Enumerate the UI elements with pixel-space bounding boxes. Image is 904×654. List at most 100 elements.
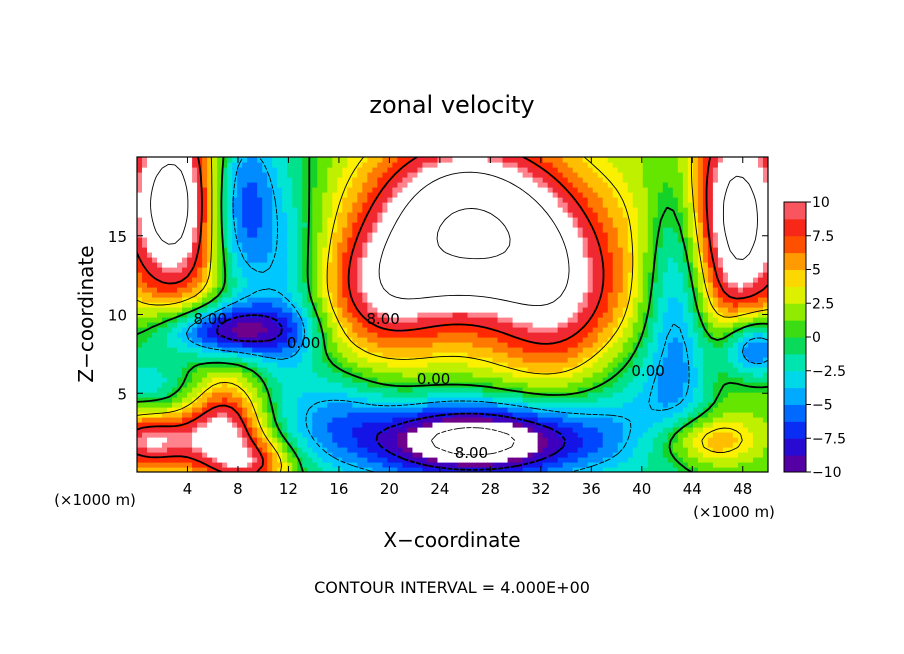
- field-cell: [407, 377, 414, 383]
- field-cell: [452, 437, 459, 443]
- field-cell: [407, 412, 414, 418]
- field-cell: [457, 227, 464, 233]
- field-cell: [382, 372, 388, 378]
- field-cell: [187, 302, 193, 308]
- field-cell: [527, 212, 534, 218]
- field-cell: [277, 167, 283, 173]
- field-cell: [302, 182, 308, 188]
- field-cell: [167, 292, 173, 298]
- field-cell: [447, 327, 454, 333]
- field-cell: [437, 452, 444, 458]
- field-cell: [167, 302, 173, 308]
- field-cell: [452, 347, 459, 353]
- field-cell: [247, 192, 253, 198]
- field-cell: [397, 157, 404, 163]
- field-cell: [442, 417, 449, 423]
- field-cell: [312, 222, 318, 228]
- field-cell: [457, 217, 464, 223]
- field-cell: [447, 307, 454, 313]
- field-cell: [157, 317, 163, 323]
- field-cell: [497, 377, 504, 383]
- field-cell: [272, 352, 278, 358]
- field-cell: [367, 212, 373, 218]
- field-cell: [502, 397, 509, 403]
- field-cell: [492, 267, 499, 273]
- field-cell: [297, 347, 303, 353]
- field-cell: [442, 257, 449, 263]
- field-cell: [182, 187, 188, 193]
- field-cell: [322, 362, 328, 368]
- field-cell: [357, 452, 363, 458]
- field-cell: [372, 297, 378, 303]
- field-cell: [292, 362, 298, 368]
- field-cell: [177, 197, 183, 203]
- field-cell: [492, 457, 499, 463]
- field-cell: [522, 187, 529, 193]
- field-cell: [522, 457, 529, 463]
- field-cell: [142, 312, 148, 318]
- field-cell: [327, 392, 333, 398]
- field-cell: [142, 402, 148, 408]
- field-cell: [222, 397, 228, 403]
- field-cell: [472, 342, 479, 348]
- field-cell: [212, 357, 218, 363]
- field-cell: [307, 342, 313, 348]
- field-cell: [247, 447, 253, 453]
- field-cell: [332, 427, 338, 433]
- field-cell: [347, 252, 353, 258]
- field-cell: [232, 437, 238, 443]
- field-cell: [302, 252, 308, 258]
- field-cell: [232, 247, 238, 253]
- field-cell: [142, 257, 148, 263]
- field-cell: [272, 257, 278, 263]
- field-cell: [387, 167, 394, 173]
- field-cell: [327, 367, 333, 373]
- field-cell: [307, 202, 313, 208]
- field-cell: [522, 177, 529, 183]
- field-cell: [182, 372, 188, 378]
- field-cell: [517, 277, 524, 283]
- field-cell: [237, 172, 243, 178]
- field-cell: [172, 387, 178, 393]
- field-cell: [517, 192, 524, 198]
- field-cell: [222, 462, 228, 468]
- field-cell: [527, 232, 534, 238]
- field-cell: [167, 467, 173, 472]
- field-cell: [242, 262, 248, 268]
- field-cell: [222, 162, 228, 168]
- field-cell: [322, 402, 328, 408]
- field-cell: [342, 432, 348, 438]
- field-cell: [317, 297, 323, 303]
- field-cell: [297, 222, 303, 228]
- field-cell: [462, 187, 469, 193]
- field-cell: [187, 187, 193, 193]
- field-cell: [137, 302, 143, 308]
- field-cell: [417, 272, 424, 278]
- field-cell: [507, 252, 514, 258]
- field-cell: [307, 462, 313, 468]
- field-cell: [152, 332, 158, 338]
- field-cell: [507, 212, 514, 218]
- field-cell: [317, 232, 323, 238]
- field-cell: [472, 227, 479, 233]
- field-cell: [142, 407, 148, 413]
- field-cell: [347, 422, 353, 428]
- field-cell: [347, 242, 353, 248]
- field-cell: [267, 357, 273, 363]
- field-cell: [227, 312, 233, 318]
- field-cell: [527, 412, 534, 418]
- field-cell: [457, 447, 464, 453]
- field-cell: [507, 347, 514, 353]
- field-cell: [172, 407, 178, 413]
- field-cell: [227, 297, 233, 303]
- field-cell: [522, 282, 529, 288]
- field-cell: [367, 427, 373, 433]
- field-cell: [267, 362, 273, 368]
- field-cell: [197, 462, 203, 468]
- field-cell: [392, 382, 399, 388]
- field-cell: [432, 202, 439, 208]
- field-cell: [267, 417, 273, 423]
- field-cell: [472, 332, 479, 338]
- field-cell: [467, 267, 474, 273]
- field-cell: [387, 172, 394, 178]
